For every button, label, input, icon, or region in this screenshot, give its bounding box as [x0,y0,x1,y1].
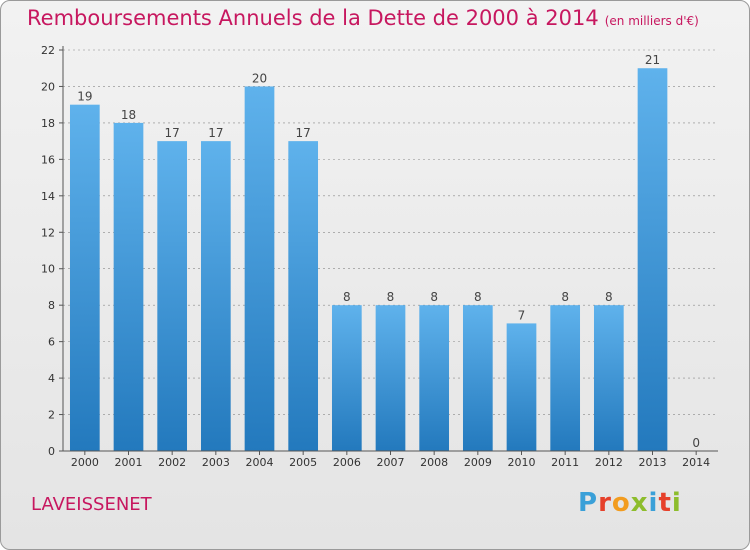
bars [69,68,668,452]
bar-2008 [419,305,450,451]
value-label-2008: 8 [430,290,438,304]
value-label-2006: 8 [343,290,351,304]
value-label-2002: 17 [165,126,180,140]
bar-2002 [157,141,188,452]
y-tick-label-2: 2 [48,409,55,422]
y-tick-label-12: 12 [41,226,55,239]
value-label-2004: 20 [252,71,267,85]
chart-title-text: Remboursements Annuels de la Dette de 20… [27,6,599,30]
x-tick-label-2013: 2013 [639,456,667,469]
chart-subtitle: (en milliers d'€) [604,14,699,28]
x-tick-label-2009: 2009 [464,456,492,469]
bar-2005 [288,141,319,452]
x-tick-label-2011: 2011 [551,456,579,469]
y-tick-label-10: 10 [41,263,55,276]
x-tick-label-2012: 2012 [595,456,623,469]
value-label-2000: 19 [77,90,92,104]
bar-2009 [462,305,493,451]
axes: 0 2 4 6 8 10 12 14 16 18 20 22 2000 2001 2002 2003 2004 2… [41,44,718,469]
x-tick-label-2014: 2014 [682,456,710,469]
value-label-2005: 17 [296,126,311,140]
value-label-2013: 21 [645,53,660,67]
bar-2001 [113,122,144,451]
bar-2013 [637,68,668,452]
y-tick-label-18: 18 [41,117,55,130]
y-tick-label-4: 4 [48,372,55,385]
y-tick-label-20: 20 [41,80,55,93]
value-label-2010: 7 [518,308,526,322]
y-tick-label-8: 8 [48,299,55,312]
bar-2006 [331,305,362,451]
logo-letter: P [578,488,599,518]
y-tick-label-22: 22 [41,44,55,57]
x-tick-label-2004: 2004 [246,456,274,469]
x-tick-label-2000: 2000 [71,456,99,469]
chart-title: Remboursements Annuels de la Dette de 20… [27,6,699,30]
bar-2000 [69,104,100,451]
x-tick-label-2003: 2003 [202,456,230,469]
data-labels: 19 18 17 17 20 17 8 8 8 8 7 8 8 21 0 [77,53,700,450]
y-tick-label-0: 0 [48,445,55,458]
logo-letter: i [671,488,682,518]
value-label-2007: 8 [387,290,395,304]
x-tick-label-2001: 2001 [115,456,143,469]
commune-name: LAVEISSENET [31,494,152,515]
value-label-2012: 8 [605,290,613,304]
bar-2012 [593,305,624,451]
logo-letter: r [598,488,612,518]
value-label-2009: 8 [474,290,482,304]
bar-2010 [506,323,537,451]
x-tick-label-2002: 2002 [158,456,186,469]
value-label-2003: 17 [208,126,223,140]
value-label-2001: 18 [121,108,136,122]
bar-2004 [244,86,275,452]
x-tick-label-2010: 2010 [508,456,536,469]
y-tick-label-6: 6 [48,336,55,349]
bar-2007 [375,305,406,451]
x-tick-label-2005: 2005 [289,456,317,469]
x-tick-label-2006: 2006 [333,456,361,469]
bar-2011 [550,305,581,451]
x-tick-label-2007: 2007 [377,456,405,469]
proxiti-logo: Proxiti [578,488,682,518]
logo-letter: i [648,488,659,518]
value-label-2014: 0 [692,436,700,450]
logo-letter: x [630,488,649,518]
value-label-2011: 8 [561,290,569,304]
logo-letter: t [658,488,672,518]
logo-letter: o [611,488,631,518]
y-tick-label-16: 16 [41,153,55,166]
y-tick-label-14: 14 [41,190,55,203]
bar-2003 [200,141,231,452]
x-tick-label-2008: 2008 [420,456,448,469]
